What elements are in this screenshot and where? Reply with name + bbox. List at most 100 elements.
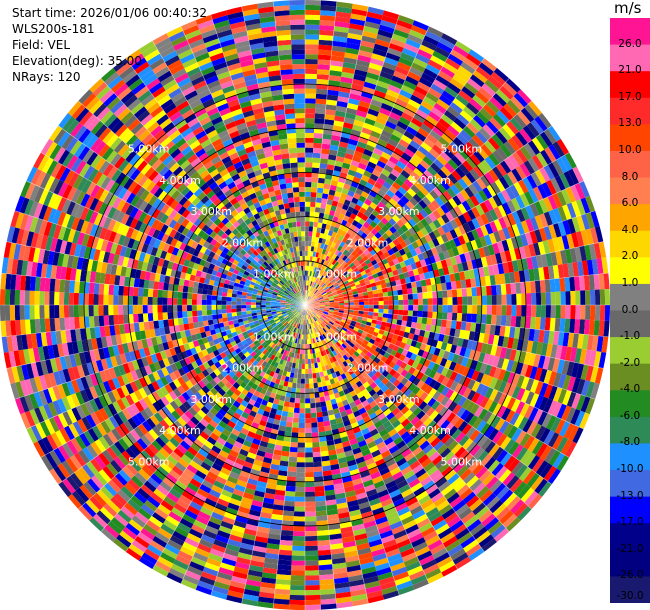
range-gate [334,285,341,290]
range-gate [305,555,319,561]
range-gate [313,466,323,473]
range-gate [396,19,413,30]
range-gate [356,273,362,279]
range-gate [316,278,320,284]
range-gate [550,291,556,305]
range-gate [312,276,316,283]
range-gate [331,248,337,254]
range-gate [552,159,564,176]
range-gate [492,194,503,207]
range-gate [528,100,543,117]
range-gate [403,191,413,201]
range-gate [425,30,442,43]
range-gate [350,264,357,271]
range-gate [305,363,309,369]
range-gate [461,200,472,212]
range-gate [289,446,298,453]
range-gate [588,243,597,260]
range-gate [298,417,305,424]
range-gate [358,195,367,203]
range-gate [492,242,500,255]
range-gate [585,195,596,213]
range-gate [412,90,426,101]
range-gate [305,196,311,202]
range-gate [317,69,330,76]
range-gate [329,236,336,243]
range-gate [377,75,392,85]
ray [305,195,596,305]
range-gate [437,70,453,83]
range-gate [538,227,548,242]
range-gate [408,218,417,227]
range-gate [373,43,389,53]
range-gate [507,212,517,226]
range-gate [311,287,315,293]
range-gate [305,545,318,551]
range-gate [291,560,305,566]
range-gate [318,49,332,56]
range-gate [598,241,607,259]
range-gate [411,206,420,216]
range-gate [397,173,408,183]
range-gate [392,269,399,277]
range-gate [340,76,354,84]
range-gate [553,208,563,223]
range-gate [481,58,497,72]
range-gate [406,264,413,272]
range-gate [472,94,487,108]
range-gate [527,140,541,155]
range-gate [488,196,498,209]
range-gate [363,301,369,305]
range-gate [555,305,561,319]
range-gate [510,236,519,249]
range-gate [317,273,321,279]
range-gate [337,146,348,153]
range-gate [536,152,548,168]
range-gate [404,221,413,230]
range-gate [409,139,421,150]
range-gate [406,282,412,289]
range-gate [522,125,536,141]
range-gate [416,81,431,92]
range-gate [332,292,338,296]
range-gate [438,117,451,130]
range-gate [483,266,490,277]
range-gate [434,276,442,285]
range-gate [339,302,345,305]
range-gate [444,274,451,283]
range-gate [334,16,351,24]
range-gate [378,155,389,165]
range-gate [567,262,575,278]
range-gate [540,292,547,305]
range-gate [336,239,342,246]
range-gate [341,188,350,195]
range-gate [503,140,516,155]
range-gate [419,259,427,267]
range-gate [490,181,501,195]
range-gate [368,305,374,309]
range-gate [335,110,346,118]
range-gate [493,67,510,82]
range-gate [431,144,444,156]
range-gate [445,211,455,222]
range-gate [317,59,331,66]
range-gate [467,296,473,305]
range-gate [368,265,376,272]
range-gate [328,269,333,275]
range-gate [490,284,497,296]
range-gate [556,157,568,174]
range-gate [360,261,367,268]
range-gate [560,154,573,171]
range-gate [329,184,337,191]
range-gate [290,575,305,581]
range-gate [305,211,310,217]
range-gate [509,271,516,284]
range-gate [305,388,310,394]
range-gate [448,198,458,209]
range-gate [422,298,428,305]
range-gate [390,280,397,287]
range-gate [362,288,368,293]
range-gate [392,222,401,231]
range-gate [432,298,438,305]
range-gate [324,119,335,126]
